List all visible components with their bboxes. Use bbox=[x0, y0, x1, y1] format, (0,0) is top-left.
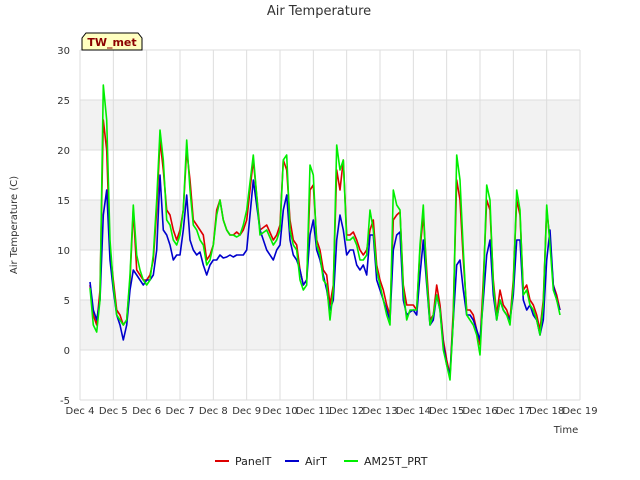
station-tag-box bbox=[81, 32, 143, 51]
x-tick-label: Dec 6 bbox=[132, 406, 161, 417]
y-tick-label: 0 bbox=[64, 346, 70, 357]
x-tick-label: Dec 13 bbox=[362, 406, 397, 417]
legend: PanelT AirT AM25T_PRT bbox=[215, 455, 428, 468]
legend-label: AM25T_PRT bbox=[364, 455, 428, 468]
plot-band bbox=[80, 50, 580, 100]
y-tick-label: -5 bbox=[60, 396, 70, 407]
series-layer bbox=[89, 84, 561, 381]
station-tag: TW_met bbox=[81, 32, 143, 51]
y-tick-label: 20 bbox=[57, 146, 70, 157]
plot-band bbox=[80, 250, 580, 300]
x-tick-label: Dec 18 bbox=[529, 406, 564, 417]
y-tick-label: 5 bbox=[64, 296, 70, 307]
y-tick-label: 25 bbox=[57, 96, 70, 107]
y-tick-labels: -5 0 5 10 15 20 25 30 bbox=[57, 46, 70, 407]
plot-band bbox=[80, 150, 580, 200]
y-axis-title: Air Temperature (C) bbox=[9, 176, 20, 274]
x-tick-label: Dec 9 bbox=[232, 406, 261, 417]
x-tick-label: Dec 10 bbox=[262, 406, 297, 417]
x-axis-title: Time bbox=[553, 425, 578, 436]
x-tick-label: Dec 4 bbox=[66, 406, 95, 417]
chart-title: Air Temperature bbox=[267, 4, 371, 19]
x-tick-label: Dec 5 bbox=[99, 406, 128, 417]
plot-band bbox=[80, 350, 580, 400]
x-tick-label: Dec 7 bbox=[166, 406, 195, 417]
x-tick-labels: Dec 4 Dec 5 Dec 6 Dec 7 Dec 8 Dec 9 Dec 10Dec … bbox=[66, 406, 598, 417]
legend-label: PanelT bbox=[235, 455, 272, 468]
x-tick-label: Dec 16 bbox=[462, 406, 497, 417]
plot-band bbox=[80, 100, 580, 150]
y-tick-label: 30 bbox=[57, 46, 70, 57]
x-tick-label: Dec 14 bbox=[396, 406, 431, 417]
x-tick-label: Dec 11 bbox=[296, 406, 331, 417]
x-tick-label: Dec 17 bbox=[496, 406, 531, 417]
series-line-am25t-prt bbox=[89, 84, 561, 381]
x-tick-label: Dec 15 bbox=[429, 406, 464, 417]
station-tag-label: TW_met bbox=[87, 36, 136, 49]
y-tick-label: 10 bbox=[57, 246, 70, 257]
y-tick-label: 15 bbox=[57, 196, 70, 207]
x-tick-label: Dec 19 bbox=[562, 406, 597, 417]
x-tick-label: Dec 12 bbox=[329, 406, 364, 417]
x-tick-label: Dec 8 bbox=[199, 406, 228, 417]
legend-label: AirT bbox=[305, 455, 327, 468]
